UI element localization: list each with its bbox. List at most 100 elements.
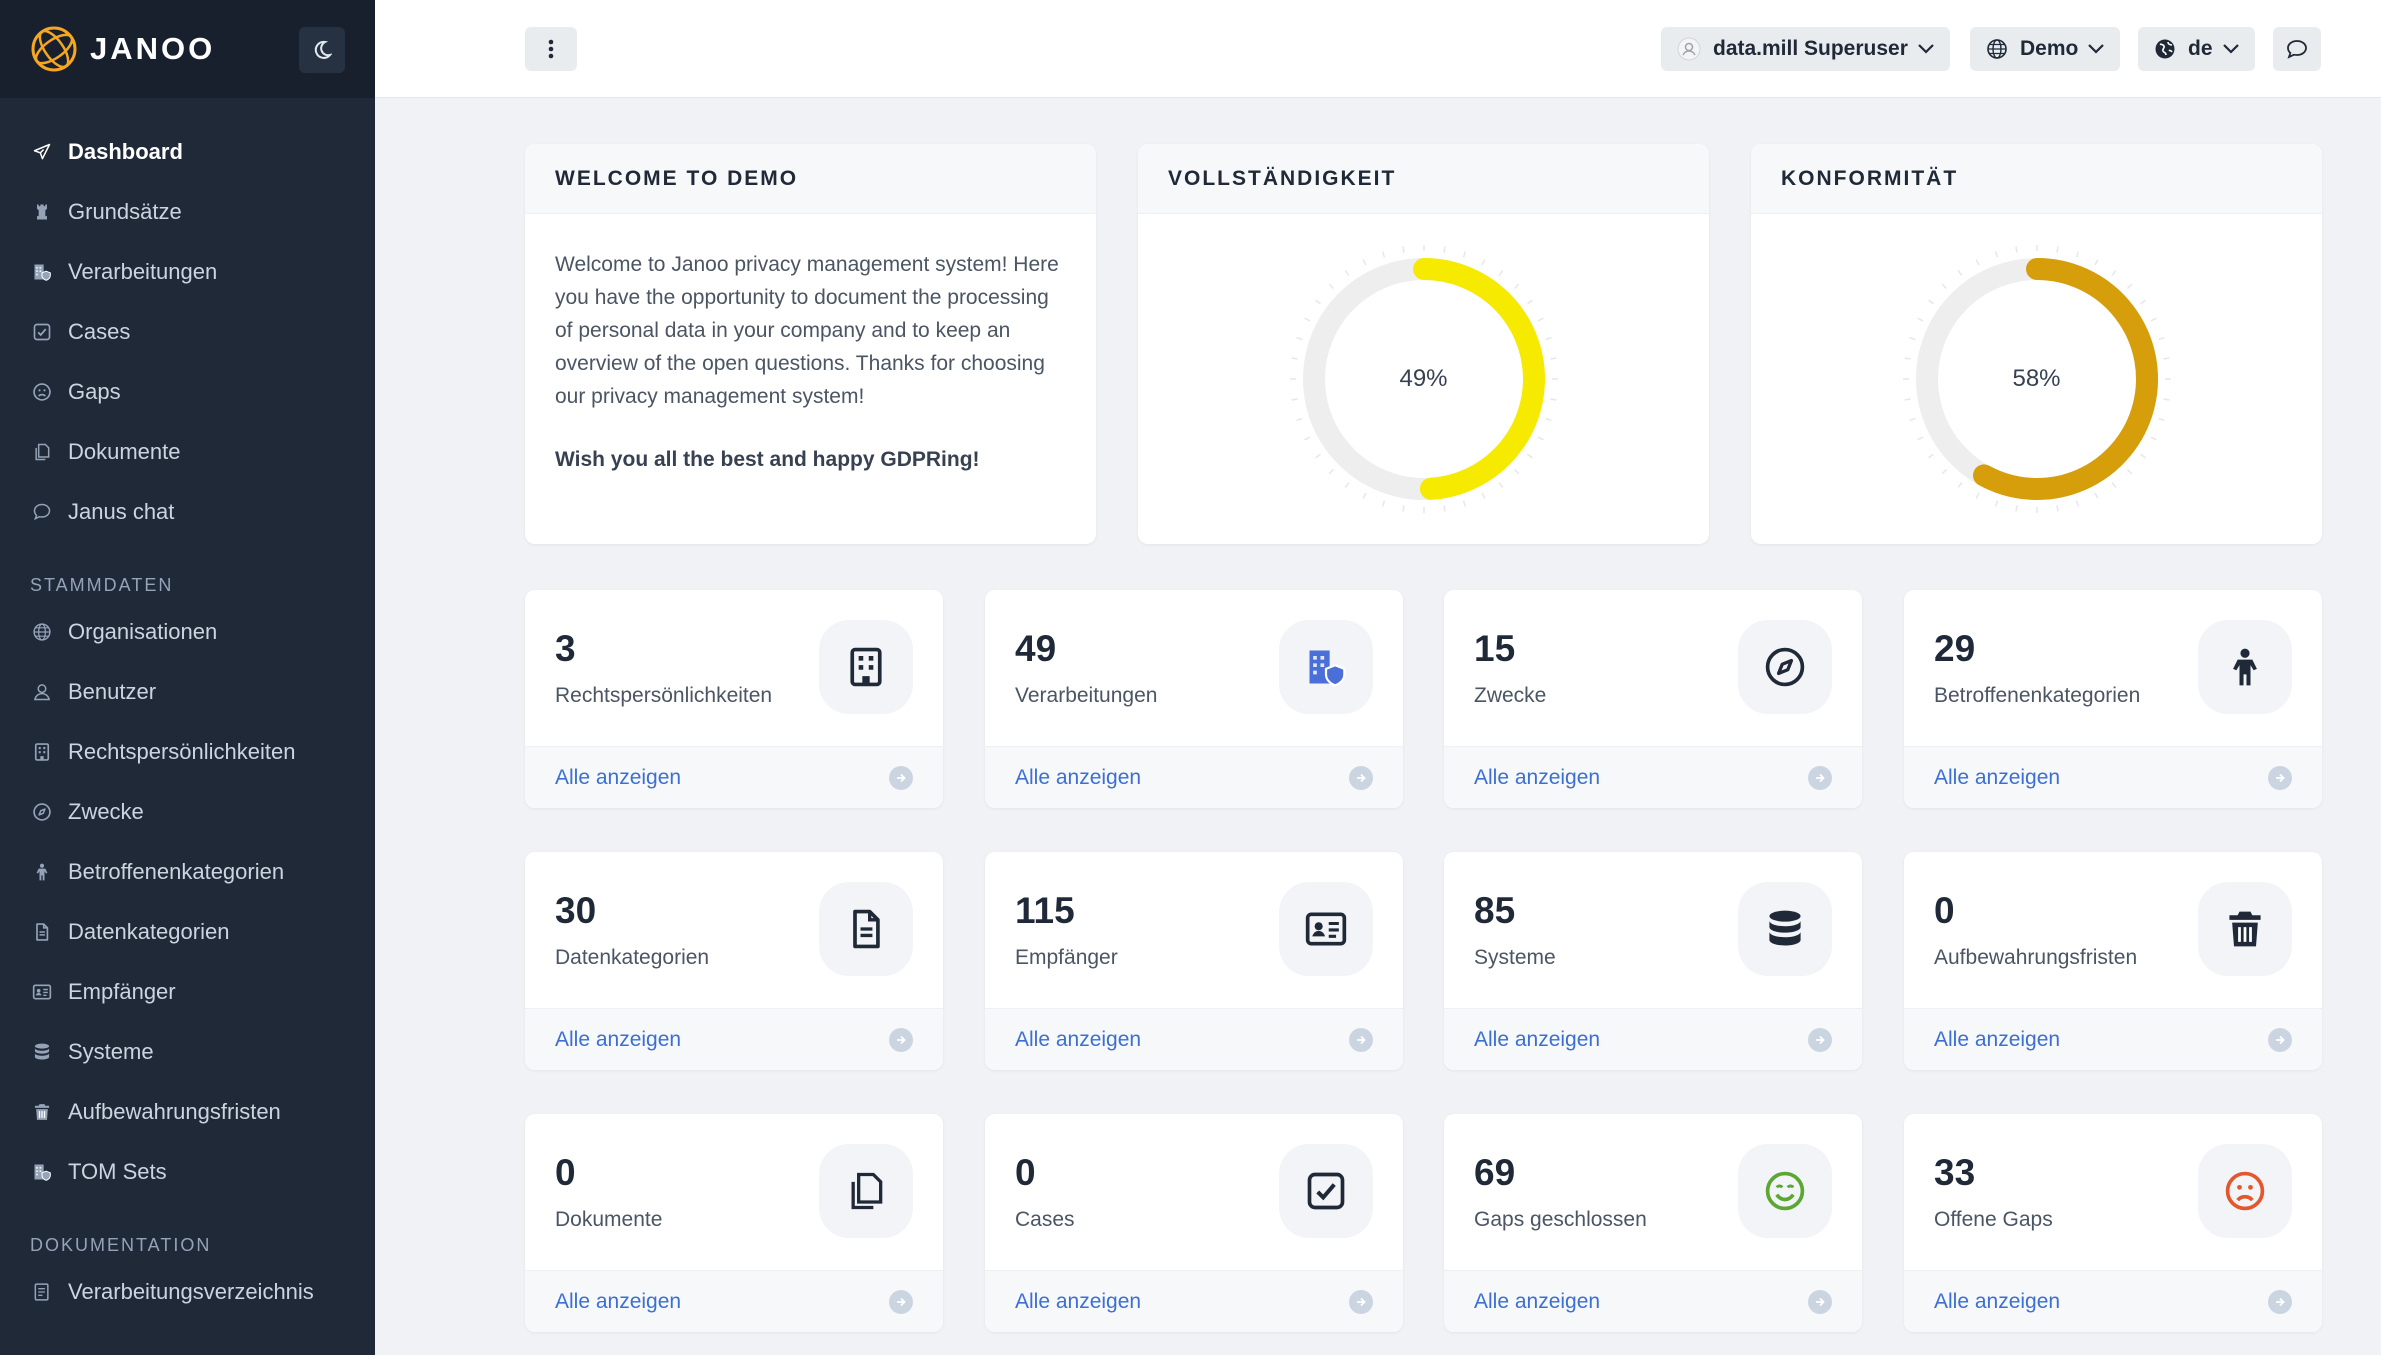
show-all-link[interactable]: Alle anzeigen xyxy=(985,1008,1403,1070)
stat-label: Datenkategorien xyxy=(555,946,710,969)
welcome-text: Welcome to Janoo privacy management syst… xyxy=(555,253,1059,408)
menu-button[interactable] xyxy=(525,27,577,71)
arrow-right-circle-icon xyxy=(1808,1289,1832,1314)
arrow-right-circle-icon xyxy=(2268,1289,2292,1314)
conformity-card: KONFORMITÄT 58% xyxy=(1751,144,2322,544)
stat-card-gaps-geschlossen: 69 Gaps geschlossen Alle anzeigen xyxy=(1444,1114,1862,1332)
sidebar-item-organisationen[interactable]: Organisationen xyxy=(0,602,375,662)
sidebar-item-verarbeitungsverzeichnis[interactable]: Verarbeitungsverzeichnis xyxy=(0,1262,375,1322)
sidebar-item-systeme[interactable]: Systeme xyxy=(0,1022,375,1082)
sidebar-item-dokumente[interactable]: Dokumente xyxy=(0,422,375,482)
frown-icon xyxy=(2198,1144,2292,1238)
sidebar-item-grundsätze[interactable]: Grundsätze xyxy=(0,182,375,242)
sidebar-item-label: Janus chat xyxy=(68,499,175,524)
sidebar-item-aufbewahrungsfristen[interactable]: Aufbewahrungsfristen xyxy=(0,1082,375,1142)
stat-label: Dokumente xyxy=(555,1208,663,1231)
arrow-right-circle-icon xyxy=(1349,1289,1373,1314)
arrow-right-circle-icon xyxy=(1349,765,1373,790)
id-card-icon xyxy=(1279,882,1373,976)
file-icon xyxy=(819,882,913,976)
stat-label: Rechtspersönlichkeiten xyxy=(555,684,773,707)
language-menu-button[interactable]: de xyxy=(2138,27,2255,71)
show-all-label: Alle anzeigen xyxy=(1474,1289,1601,1313)
show-all-link[interactable]: Alle anzeigen xyxy=(1444,1270,1862,1332)
janoo-logo-icon xyxy=(31,26,77,72)
show-all-link[interactable]: Alle anzeigen xyxy=(525,1270,943,1332)
show-all-label: Alle anzeigen xyxy=(1015,1027,1142,1051)
theme-toggle-button[interactable] xyxy=(299,27,345,73)
globe-icon xyxy=(1987,39,2007,59)
show-all-link[interactable]: Alle anzeigen xyxy=(985,1270,1403,1332)
stat-label: Cases xyxy=(1015,1208,1075,1231)
user-menu-button[interactable]: data.mill Superuser xyxy=(1661,27,1950,71)
stat-value: 0 xyxy=(1934,890,1955,931)
sidebar-item-cases[interactable]: Cases xyxy=(0,302,375,362)
child-icon xyxy=(2198,620,2292,714)
chess-rook-icon xyxy=(30,200,54,224)
sidebar-item-label: Dashboard xyxy=(68,139,183,164)
tenant-menu-button[interactable]: Demo xyxy=(1970,27,2121,71)
sidebar-item-label: Empfänger xyxy=(68,979,176,1004)
stat-value: 115 xyxy=(1015,890,1075,931)
chat-bubble-icon xyxy=(2287,40,2307,59)
arrow-right-circle-icon xyxy=(1808,1027,1832,1052)
building-shield-icon xyxy=(1279,620,1373,714)
globe-icon xyxy=(30,620,54,644)
compass-icon xyxy=(1738,620,1832,714)
show-all-link[interactable]: Alle anzeigen xyxy=(525,1008,943,1070)
sidebar-item-label: Betroffenenkategorien xyxy=(68,859,285,884)
arrow-right-circle-icon xyxy=(1349,1027,1373,1052)
copy-icon xyxy=(819,1144,913,1238)
completeness-title: VOLLSTÄNDIGKEIT xyxy=(1138,144,1709,214)
arrow-right-circle-icon xyxy=(1808,765,1832,790)
sidebar-item-benutzer[interactable]: Benutzer xyxy=(0,662,375,722)
stat-card-rechtspersönlichkeiten: 3 Rechtspersönlichkeiten Alle anzeigen xyxy=(525,590,943,808)
stat-card-cases: 0 Cases Alle anzeigen xyxy=(985,1114,1403,1332)
sidebar-item-gaps[interactable]: Gaps xyxy=(0,362,375,422)
sidebar-item-label: Zwecke xyxy=(68,799,144,824)
chevron-down-icon xyxy=(2222,44,2239,54)
show-all-label: Alle anzeigen xyxy=(1934,765,2061,789)
section-heading-dokumentation: DOKUMENTATION xyxy=(30,1235,212,1255)
stat-card-zwecke: 15 Zwecke Alle anzeigen xyxy=(1444,590,1862,808)
stat-label: Verarbeitungen xyxy=(1015,684,1158,707)
stat-value: 0 xyxy=(555,1152,576,1193)
sidebar-item-empfänger[interactable]: Empfänger xyxy=(0,962,375,1022)
stat-label: Systeme xyxy=(1474,946,1556,969)
show-all-link[interactable]: Alle anzeigen xyxy=(1904,1270,2322,1332)
sidebar-item-janus-chat[interactable]: Janus chat xyxy=(0,482,375,542)
sidebar-item-betroffenenkategorien[interactable]: Betroffenenkategorien xyxy=(0,842,375,902)
chat-bubble-icon xyxy=(30,500,54,524)
show-all-label: Alle anzeigen xyxy=(1015,765,1142,789)
user-icon xyxy=(30,680,54,704)
compass-icon xyxy=(30,800,54,824)
sidebar-item-zwecke[interactable]: Zwecke xyxy=(0,782,375,842)
show-all-link[interactable]: Alle anzeigen xyxy=(1444,746,1862,808)
sidebar-item-tom-sets[interactable]: TOM Sets xyxy=(0,1142,375,1202)
sidebar-item-label: Verarbeitungsverzeichnis xyxy=(68,1279,314,1304)
show-all-link[interactable]: Alle anzeigen xyxy=(525,746,943,808)
welcome-card: WELCOME TO DEMO Welcome to Janoo privacy… xyxy=(525,144,1096,544)
show-all-link[interactable]: Alle anzeigen xyxy=(1904,746,2322,808)
conformity-percent: 58% xyxy=(2012,365,2061,392)
chat-button[interactable] xyxy=(2273,27,2321,71)
show-all-link[interactable]: Alle anzeigen xyxy=(1904,1008,2322,1070)
sidebar-item-label: Organisationen xyxy=(68,619,218,644)
show-all-label: Alle anzeigen xyxy=(555,1027,682,1051)
id-card-icon xyxy=(30,980,54,1004)
show-all-link[interactable]: Alle anzeigen xyxy=(985,746,1403,808)
sidebar-item-datenkategorien[interactable]: Datenkategorien xyxy=(0,902,375,962)
show-all-link[interactable]: Alle anzeigen xyxy=(1444,1008,1862,1070)
sidebar-item-verarbeitungen[interactable]: Verarbeitungen xyxy=(0,242,375,302)
stat-card-verarbeitungen: 49 Verarbeitungen Alle anzeigen xyxy=(985,590,1403,808)
sidebar-item-dashboard[interactable]: Dashboard xyxy=(0,122,375,182)
sidebar-item-rechtspersönlichkeiten[interactable]: Rechtspersönlichkeiten xyxy=(0,722,375,782)
show-all-label: Alle anzeigen xyxy=(1934,1289,2061,1313)
stat-value: 0 xyxy=(1015,1152,1036,1193)
stat-label: Betroffenenkategorien xyxy=(1934,684,2141,707)
stat-card-systeme: 85 Systeme Alle anzeigen xyxy=(1444,852,1862,1070)
stat-value: 49 xyxy=(1015,628,1057,669)
earth-icon xyxy=(2155,39,2175,59)
stat-value: 15 xyxy=(1474,628,1516,669)
sidebar-item-label: Aufbewahrungsfristen xyxy=(68,1099,281,1124)
